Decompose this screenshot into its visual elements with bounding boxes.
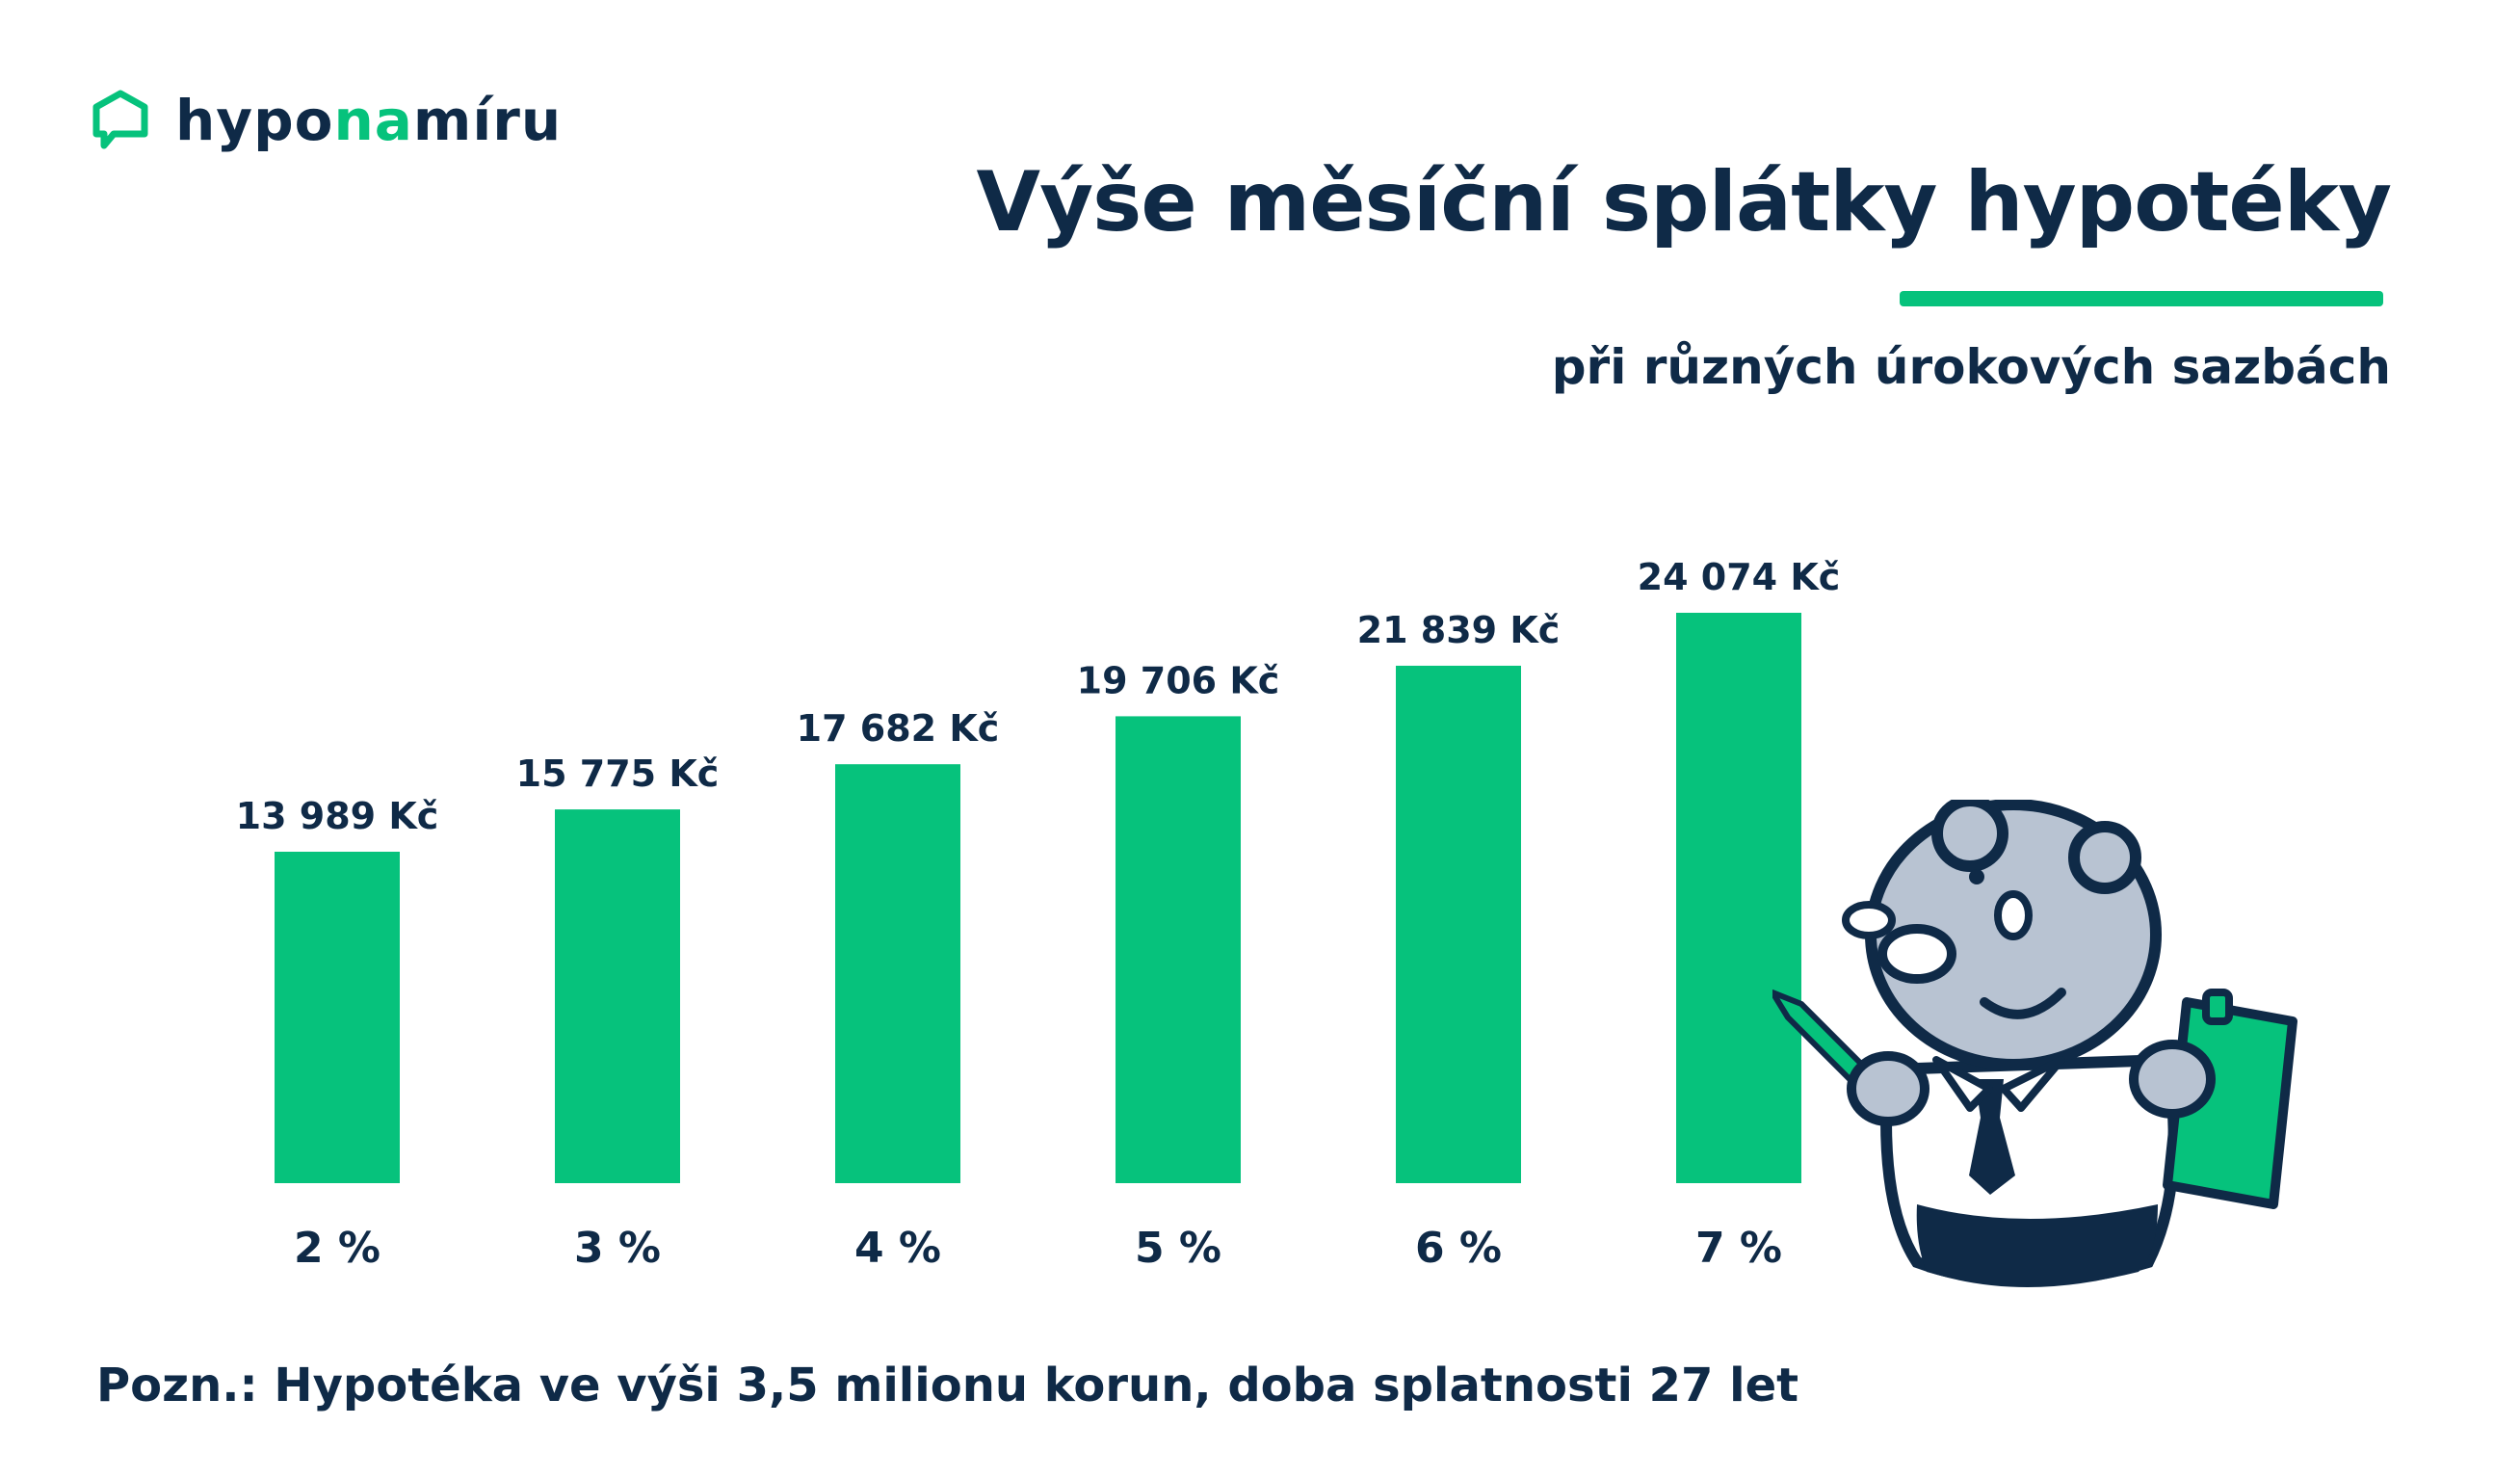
house-chat-icon <box>92 90 148 149</box>
title-underline <box>1900 291 2383 306</box>
value-label-5: 21 839 Kč <box>1357 609 1561 651</box>
category-label-6: 7 % <box>1695 1224 1782 1273</box>
value-label-3: 17 682 Kč <box>797 707 1000 750</box>
logo-part-hypo: hypo <box>175 88 334 153</box>
category-label-2: 3 % <box>574 1224 661 1273</box>
value-label-1: 13 989 Kč <box>236 795 439 837</box>
category-label-1: 2 % <box>294 1224 381 1273</box>
logo-part-na: na <box>333 88 413 153</box>
brand-logo: hyponamíru <box>92 87 562 154</box>
bar-6 <box>1676 613 1801 1183</box>
category-label-3: 4 % <box>854 1224 941 1273</box>
category-label-5: 6 % <box>1415 1224 1502 1273</box>
bar-4 <box>1116 716 1241 1183</box>
category-label-4: 5 % <box>1135 1224 1221 1273</box>
bar-2 <box>555 809 680 1183</box>
bar-5 <box>1396 665 1521 1183</box>
bar-1 <box>275 851 400 1183</box>
value-label-4: 19 706 Kč <box>1077 659 1280 701</box>
footnote: Pozn.: Hypotéka ve výši 3,5 milionu koru… <box>96 1359 1799 1412</box>
value-label-2: 15 775 Kč <box>516 752 720 795</box>
bar-3 <box>835 764 960 1183</box>
page-subtitle: při různých úrokových sazbách <box>1551 339 2391 395</box>
logo-wordmark: hyponamíru <box>175 88 562 153</box>
page-title: Výše měsíční splátky hypotéky <box>976 154 2392 251</box>
value-label-6: 24 074 Kč <box>1638 556 1841 598</box>
bear-mascot-illustration <box>1772 800 2297 1287</box>
logo-part-miru: míru <box>412 88 563 153</box>
